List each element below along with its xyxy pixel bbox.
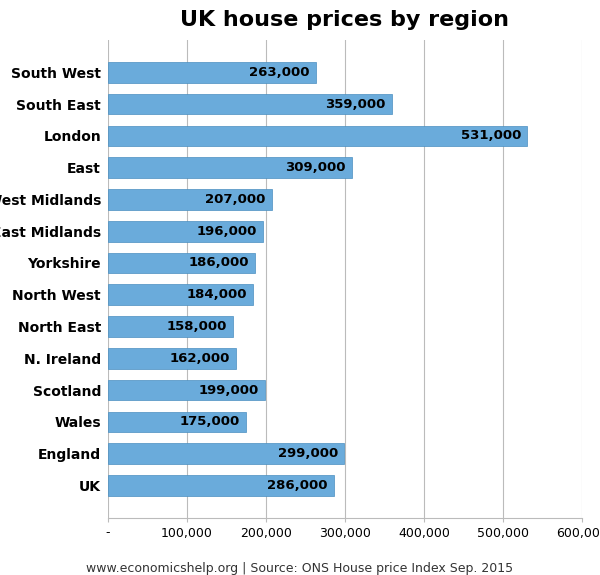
Bar bbox=[108, 221, 263, 242]
Bar bbox=[108, 94, 392, 114]
Text: 207,000: 207,000 bbox=[205, 193, 265, 206]
Text: 309,000: 309,000 bbox=[285, 161, 346, 174]
Bar bbox=[108, 348, 236, 369]
Bar bbox=[108, 285, 253, 305]
Bar bbox=[108, 412, 246, 432]
Bar bbox=[108, 125, 527, 146]
Bar bbox=[108, 62, 316, 83]
Bar bbox=[108, 189, 272, 210]
Text: 359,000: 359,000 bbox=[325, 98, 385, 110]
Title: UK house prices by region: UK house prices by region bbox=[181, 10, 509, 30]
Bar bbox=[108, 443, 344, 464]
Bar bbox=[108, 158, 352, 178]
Text: 531,000: 531,000 bbox=[461, 129, 521, 143]
Text: 263,000: 263,000 bbox=[249, 66, 310, 79]
Bar bbox=[108, 252, 255, 273]
Text: 162,000: 162,000 bbox=[169, 352, 230, 365]
Text: 299,000: 299,000 bbox=[278, 447, 338, 460]
Text: www.economicshelp.org | Source: ONS House price Index Sep. 2015: www.economicshelp.org | Source: ONS Hous… bbox=[86, 562, 514, 575]
Text: 158,000: 158,000 bbox=[166, 320, 227, 333]
Bar bbox=[108, 475, 334, 496]
Text: 286,000: 286,000 bbox=[267, 479, 328, 492]
Text: 199,000: 199,000 bbox=[199, 384, 259, 397]
Text: 184,000: 184,000 bbox=[187, 288, 247, 301]
Text: 175,000: 175,000 bbox=[179, 415, 240, 428]
Bar bbox=[108, 380, 265, 400]
Text: 196,000: 196,000 bbox=[196, 225, 257, 237]
Text: 186,000: 186,000 bbox=[188, 256, 248, 270]
Bar bbox=[108, 316, 233, 337]
